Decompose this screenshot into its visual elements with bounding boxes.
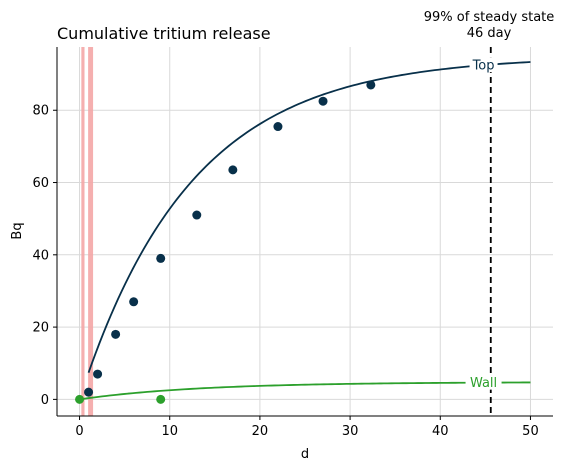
data-point-top: [84, 387, 94, 397]
axes: [56, 47, 553, 417]
series-curve-top: [87, 61, 531, 373]
x-axis-title: d: [301, 447, 309, 462]
data-point-top: [129, 297, 139, 307]
series-labels: Top Wall: [465, 57, 502, 391]
y-axis-title: Bq: [10, 222, 25, 239]
shaded-band: [81, 47, 85, 416]
x-tick-label: 0: [75, 424, 83, 439]
data-point-top: [111, 329, 121, 339]
x-tick-label: 40: [432, 424, 449, 439]
steady-state-label-line2: 46 day: [467, 26, 512, 41]
ticks: 0 10 20 30 40 50 0 20 40 60 80: [32, 104, 538, 439]
chart-title: Cumulative tritium release: [57, 24, 271, 43]
x-tick-label: 50: [522, 424, 539, 439]
shaded-band: [88, 47, 94, 416]
y-tick-label: 0: [41, 393, 49, 408]
series-curve-wall: [79, 381, 531, 401]
y-tick-label: 40: [32, 248, 49, 263]
x-tick-label: 30: [342, 424, 359, 439]
series-label-top: Top: [472, 59, 495, 74]
shaded-bands: [81, 47, 94, 416]
series-label-wall: Wall: [470, 376, 497, 391]
x-tick-label: 10: [161, 424, 178, 439]
data-point-top: [228, 165, 238, 175]
data-point-top: [273, 122, 283, 132]
grid-lines: [57, 47, 553, 416]
data-point-top: [318, 96, 328, 106]
data-point-wall: [75, 394, 85, 404]
steady-state-label-line1: 99% of steady state: [424, 10, 555, 25]
data-points: [75, 80, 376, 404]
fit-curves: [79, 61, 531, 401]
y-tick-label: 20: [32, 321, 49, 336]
x-tick-label: 20: [252, 424, 269, 439]
data-point-top: [366, 80, 376, 90]
data-point-top: [93, 369, 103, 379]
data-point-top: [156, 253, 166, 263]
y-tick-label: 60: [32, 176, 49, 191]
data-point-top: [192, 210, 202, 220]
y-tick-label: 80: [32, 104, 49, 119]
data-point-wall: [156, 394, 166, 404]
series-label-bg: [469, 57, 498, 73]
series-label-bg: [465, 374, 502, 390]
